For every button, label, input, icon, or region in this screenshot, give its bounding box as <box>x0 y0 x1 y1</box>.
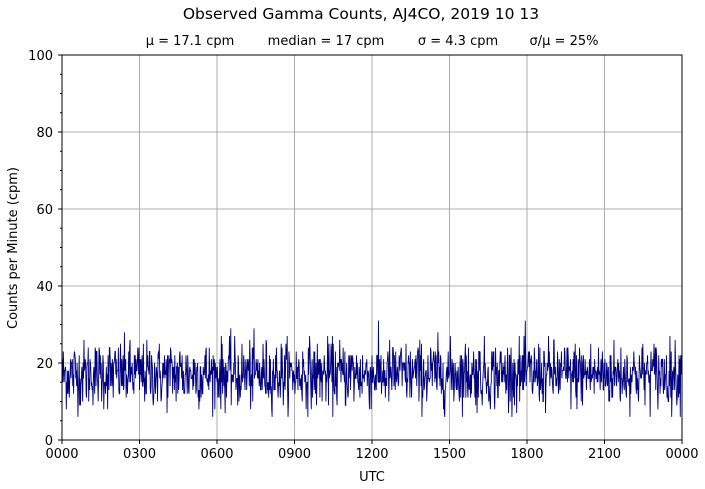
stat-ratio: σ/μ = 25% <box>530 34 599 49</box>
x-tick-label: 1800 <box>510 447 543 462</box>
y-tick-label: 100 <box>28 49 53 64</box>
y-tick-label: 0 <box>45 434 53 449</box>
x-axis-label: UTC <box>359 470 385 485</box>
y-tick-label: 40 <box>36 280 53 295</box>
chart-title: Observed Gamma Counts, AJ4CO, 2019 10 13 <box>183 5 539 23</box>
x-tick-label: 1500 <box>433 447 466 462</box>
y-axis-label: Counts per Minute (cpm) <box>6 167 21 329</box>
x-tick-label: 1200 <box>355 447 388 462</box>
y-tick-label: 20 <box>36 357 53 372</box>
stat-median: median = 17 cpm <box>268 34 385 49</box>
x-tick-label: 0300 <box>123 447 156 462</box>
series-line <box>61 320 683 417</box>
x-tick-label: 0000 <box>45 447 78 462</box>
y-tick-label: 60 <box>36 203 53 218</box>
stat-sigma: σ = 4.3 cpm <box>418 34 498 49</box>
y-tick-label: 80 <box>36 126 53 141</box>
x-tick-label: 0000 <box>665 447 698 462</box>
x-tick-label: 2100 <box>588 447 621 462</box>
stat-mean: μ = 17.1 cpm <box>146 34 235 49</box>
x-tick-label: 0600 <box>200 447 233 462</box>
x-tick-label: 0900 <box>278 447 311 462</box>
